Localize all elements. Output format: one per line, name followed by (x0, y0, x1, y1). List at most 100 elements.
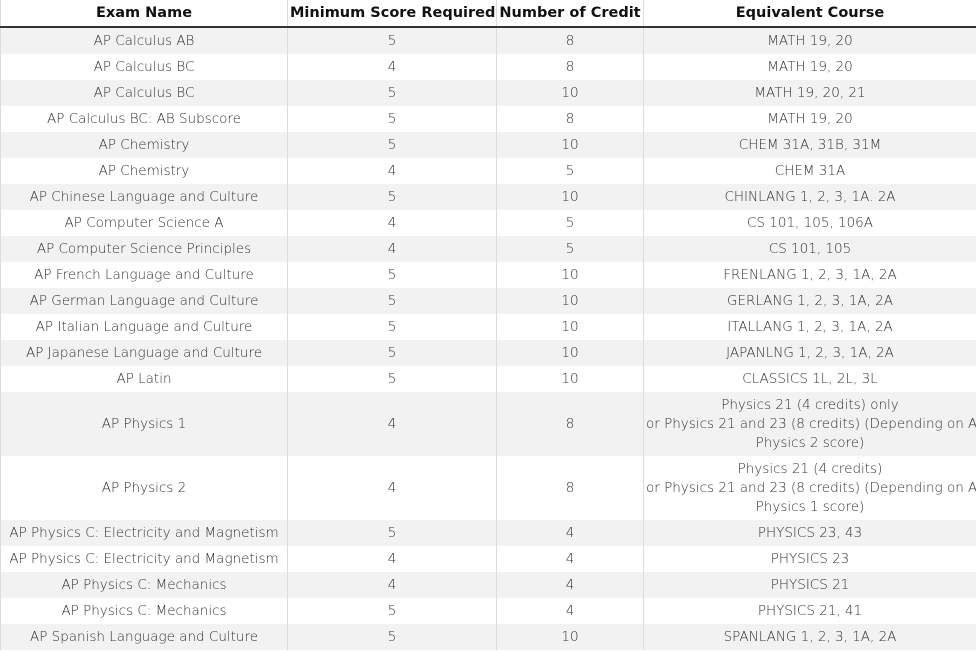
cell: CHINLANG 1, 2, 3, 1A. 2A (643, 184, 976, 210)
cell: AP Physics C: Electricity and Magnetism (0, 546, 288, 572)
cell: Physics 21 (4 credits) only or Physics 21… (643, 392, 976, 456)
cell: CHEM 31A (643, 158, 976, 184)
cell: MATH 19, 20, 21 (643, 80, 976, 106)
cell: 5 (287, 106, 497, 132)
cell-line: Physics 1 score) (755, 498, 865, 515)
table-row: AP Chemistry 5 10 CHEM 31A, 31B, 31M (0, 132, 976, 158)
cell-line: Physics 21 (4 credits) only (721, 396, 899, 413)
cell: 10 (496, 80, 644, 106)
cell: MATH 19, 20 (643, 54, 976, 80)
cell: CLASSICS 1L, 2L, 3L (643, 366, 976, 392)
cell-line: Physics 2 score) (755, 434, 865, 451)
cell: 5 (287, 598, 497, 624)
cell: 8 (496, 392, 644, 456)
cell: PHYSICS 23 (643, 546, 976, 572)
cell: AP Calculus AB (0, 27, 288, 54)
cell: 5 (287, 132, 497, 158)
cell: AP Chemistry (0, 158, 288, 184)
cell: 4 (287, 572, 497, 598)
header-row: Exam Name Minimum Score Required Number of… (0, 0, 976, 28)
cell: 5 (496, 158, 644, 184)
cell: Physics 21 (4 credits) or Physics 21 and … (643, 456, 976, 520)
cell: 4 (287, 210, 497, 236)
cell: 4 (287, 158, 497, 184)
cell: 5 (287, 314, 497, 340)
cell: 4 (496, 572, 644, 598)
table-row: AP Latin 5 10 CLASSICS 1L, 2L, 3L (0, 366, 976, 392)
header-cell: Number of Credit (496, 0, 644, 28)
cell: AP Physics C: Mechanics (0, 598, 288, 624)
cell: AP German Language and Culture (0, 288, 288, 314)
cell: 4 (287, 456, 497, 520)
cell: 8 (496, 54, 644, 80)
cell: 4 (496, 520, 644, 546)
cell: JAPANLNG 1, 2, 3, 1A, 2A (643, 340, 976, 366)
cell: 4 (496, 546, 644, 572)
cell: AP Latin (0, 366, 288, 392)
cell: 4 (287, 546, 497, 572)
cell: 8 (496, 456, 644, 520)
cell: MATH 19, 20 (643, 106, 976, 132)
cell: SPANLANG 1, 2, 3, 1A, 2A (643, 624, 976, 650)
cell: 5 (287, 184, 497, 210)
cell: 10 (496, 184, 644, 210)
cell: 10 (496, 624, 644, 650)
cell: AP Spanish Language and Culture (0, 624, 288, 650)
table-row: AP Physics 2 4 8 Physics 21 (4 credits) or P… (0, 456, 976, 520)
table-row: AP Physics C: Electricity and Magnetism 4… (0, 546, 976, 572)
table-row: AP Physics C: Mechanics 5 4 PHYSICS 21, 41 (0, 598, 976, 624)
cell: CS 101, 105 (643, 236, 976, 262)
table-row: AP Chinese Language and Culture 5 10 CHINLA… (0, 184, 976, 210)
table-row: AP German Language and Culture 5 10 GERLANG… (0, 288, 976, 314)
table-row: AP Physics C: Mechanics 4 4 PHYSICS 21 (0, 572, 976, 598)
cell: 10 (496, 288, 644, 314)
cell: AP Calculus BC (0, 54, 288, 80)
cell: 10 (496, 132, 644, 158)
cell: CS 101, 105, 106A (643, 210, 976, 236)
cell: AP Computer Science A (0, 210, 288, 236)
cell: 5 (287, 366, 497, 392)
table-row: AP Spanish Language and Culture 5 10 SPANLA… (0, 624, 976, 650)
cell: AP Italian Language and Culture (0, 314, 288, 340)
cell: 4 (287, 54, 497, 80)
cell: CHEM 31A, 31B, 31M (643, 132, 976, 158)
cell: AP Computer Science Principles (0, 236, 288, 262)
header-cell: Minimum Score Required (287, 0, 497, 28)
table-row: AP Calculus BC: AB Subscore 5 8 MATH 19, 20 (0, 106, 976, 132)
header-cell: Equivalent Course (643, 0, 976, 28)
cell: 5 (287, 624, 497, 650)
cell: GERLANG 1, 2, 3, 1A, 2A (643, 288, 976, 314)
cell-line: Physics 21 (4 credits) (737, 460, 883, 477)
cell: AP Japanese Language and Culture (0, 340, 288, 366)
cell: 4 (287, 392, 497, 456)
cell: PHYSICS 21 (643, 572, 976, 598)
table-row: AP Italian Language and Culture 5 10 ITALLA… (0, 314, 976, 340)
cell: MATH 19, 20 (643, 27, 976, 54)
table-row: AP Chemistry 4 5 CHEM 31A (0, 158, 976, 184)
cell: 5 (287, 80, 497, 106)
cell: ITALLANG 1, 2, 3, 1A, 2A (643, 314, 976, 340)
cell: AP Chinese Language and Culture (0, 184, 288, 210)
table-row: AP Calculus AB 5 8 MATH 19, 20 (0, 27, 976, 54)
cell: AP French Language and Culture (0, 262, 288, 288)
cell: 8 (496, 27, 644, 54)
cell: 5 (287, 262, 497, 288)
cell: AP Chemistry (0, 132, 288, 158)
cell: 5 (496, 236, 644, 262)
table-row: AP Calculus BC 5 10 MATH 19, 20, 21 (0, 80, 976, 106)
cell: 5 (287, 340, 497, 366)
cell: 10 (496, 340, 644, 366)
cell: 5 (287, 27, 497, 54)
cell: 10 (496, 366, 644, 392)
table-body: AP Calculus AB 5 8 MATH 19, 20 AP Calculus B… (0, 27, 976, 650)
cell: 10 (496, 262, 644, 288)
table-row: AP Physics C: Electricity and Magnetism 5… (0, 520, 976, 546)
cell: PHYSICS 21, 41 (643, 598, 976, 624)
cell: AP Calculus BC (0, 80, 288, 106)
cell: 8 (496, 106, 644, 132)
cell-line: or Physics 21 and 23 (8 credits) (Depend… (646, 415, 976, 432)
cell-line: or Physics 21 and 23 (8 credits) (Depend… (646, 479, 976, 496)
cell: 5 (287, 520, 497, 546)
